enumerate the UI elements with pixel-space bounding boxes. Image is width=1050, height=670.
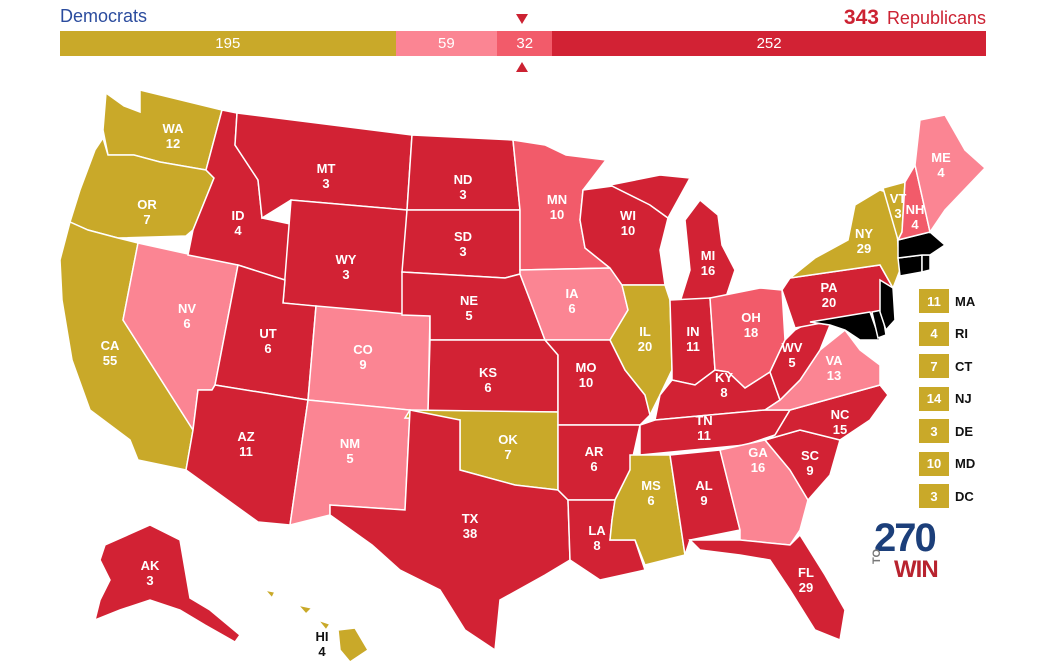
state-MD[interactable] (809, 311, 882, 341)
state-TX[interactable] (329, 409, 571, 652)
state-AK[interactable] (93, 524, 242, 643)
majority-marker-top-icon (516, 14, 528, 24)
state-label-GA: GA 16 (748, 445, 768, 475)
state-label-KY: KY 8 (715, 370, 733, 400)
state-label-OH: OH 18 (741, 310, 761, 340)
bar-segment-1: 59 (395, 31, 498, 56)
state-label-NY: NY 29 (855, 226, 873, 256)
small-state-name: MD (955, 456, 976, 471)
state-label-WV: WV 5 (782, 340, 803, 370)
state-label-IN: IN 11 (686, 324, 700, 354)
small-state-ev-box: 3 (919, 419, 949, 443)
small-state-ev-box: 4 (919, 321, 949, 346)
state-NH[interactable] (896, 162, 931, 242)
state-label-NM: NM 5 (340, 436, 360, 466)
state-OR[interactable] (69, 136, 215, 239)
majority-marker-bottom-icon (516, 62, 528, 72)
state-label-AZ: AZ 11 (237, 429, 254, 459)
state-label-MO: MO 10 (576, 360, 597, 390)
state-label-AL: AL 9 (695, 478, 712, 508)
state-label-MT: MT 3 (317, 161, 336, 191)
small-state-ev-box: 3 (919, 484, 949, 508)
state-label-NC: NC 15 (831, 407, 850, 437)
state-label-IA: IA 6 (566, 286, 580, 316)
state-label-ME: ME 4 (931, 150, 951, 180)
small-state-name: CT (955, 358, 973, 374)
small-state-DE[interactable]: 3 DE (919, 419, 975, 443)
state-label-ID: ID 4 (232, 208, 245, 238)
small-state-name: MA (955, 293, 976, 309)
small-state-name: RI (955, 326, 968, 341)
small-state-ev-box: 7 (919, 354, 949, 378)
state-AL[interactable] (669, 449, 741, 556)
state-label-WY: WY 3 (336, 252, 357, 282)
state-MI[interactable] (607, 174, 736, 303)
small-state-name: NJ (955, 391, 972, 406)
small-state-ev-box: 10 (919, 451, 949, 476)
state-label-WI: WI 10 (620, 208, 636, 238)
small-state-CT[interactable]: 7 CT (919, 354, 975, 378)
270towin-logo[interactable]: 270 TO WIN (871, 516, 944, 583)
state-RI[interactable] (921, 254, 931, 273)
logo-win: WIN (894, 556, 939, 583)
state-label-OR: OR 7 (137, 197, 157, 227)
state-ME[interactable] (914, 114, 987, 234)
state-label-MI: MI 16 (701, 248, 715, 278)
small-state-MD[interactable]: 10 MD (919, 451, 976, 476)
state-HI[interactable] (262, 588, 370, 663)
small-state-name: DC (955, 488, 974, 504)
state-label-CO: CO 9 (353, 342, 373, 372)
small-state-MA[interactable]: 11 MA (919, 289, 975, 313)
state-label-UT: UT 6 (259, 326, 276, 356)
state-CA[interactable] (59, 220, 194, 471)
state-CO[interactable] (307, 305, 431, 413)
state-FL[interactable] (688, 533, 846, 642)
electoral-vote-bar: 195 59 32 252 (60, 31, 986, 56)
bar-segment-3: 252 (552, 31, 986, 56)
state-NC[interactable] (764, 384, 889, 441)
state-label-VT: VT 3 (890, 191, 907, 221)
small-state-ev-box: 11 (919, 289, 949, 313)
state-NJ[interactable] (879, 278, 896, 332)
state-label-IL: IL 20 (638, 324, 652, 354)
state-label-TN: TN 11 (695, 413, 712, 443)
state-label-MS: MS 6 (641, 478, 661, 508)
state-label-SC: SC 9 (801, 448, 820, 478)
small-state-name: DE (955, 423, 974, 439)
state-label-NH: NH 4 (906, 202, 925, 232)
state-label-SD: SD 3 (454, 229, 472, 259)
state-label-WA: WA 12 (163, 121, 185, 151)
state-label-KS: KS 6 (479, 365, 497, 395)
state-label-HI: HI 4 (316, 629, 329, 659)
small-state-RI[interactable]: 4 RI (919, 321, 975, 346)
state-label-TX: TX 38 (462, 511, 479, 541)
state-label-NE: NE 5 (460, 293, 478, 323)
state-label-NV: NV 6 (178, 301, 196, 331)
republicans-label: Republicans (886, 8, 986, 28)
state-label-OK: OK 7 (498, 432, 518, 462)
small-state-DC[interactable]: 3 DC (919, 484, 975, 508)
state-label-PA: PA 20 (820, 280, 838, 310)
republicans-header: 343 Republicans (844, 6, 986, 30)
small-state-NJ[interactable]: 14 NJ (919, 386, 975, 411)
state-label-CA: CA 55 (101, 338, 120, 368)
state-label-AR: AR 6 (585, 444, 604, 474)
republican-total: 343 (843, 6, 879, 29)
state-IL[interactable] (609, 284, 673, 418)
state-label-AK: AK 3 (141, 558, 160, 588)
logo-to: TO (871, 548, 883, 564)
bar-segment-0: 195 (60, 31, 396, 56)
state-label-MN: MN 10 (547, 192, 567, 222)
small-state-ev-box: 14 (919, 386, 949, 411)
bar-segment-2: 32 (497, 31, 553, 56)
logo-number: 270 (874, 516, 937, 560)
state-label-FL: FL 29 (798, 565, 814, 595)
state-label-LA: LA 8 (588, 523, 606, 553)
state-label-ND: ND 3 (454, 172, 473, 202)
democrats-label: Democrats (60, 6, 148, 26)
state-label-VA: VA 13 (825, 353, 843, 383)
small-states-legend: 11 MA 4 RI 7 CT 14 NJ 3 DE 10 MD 3 DC (919, 289, 975, 517)
